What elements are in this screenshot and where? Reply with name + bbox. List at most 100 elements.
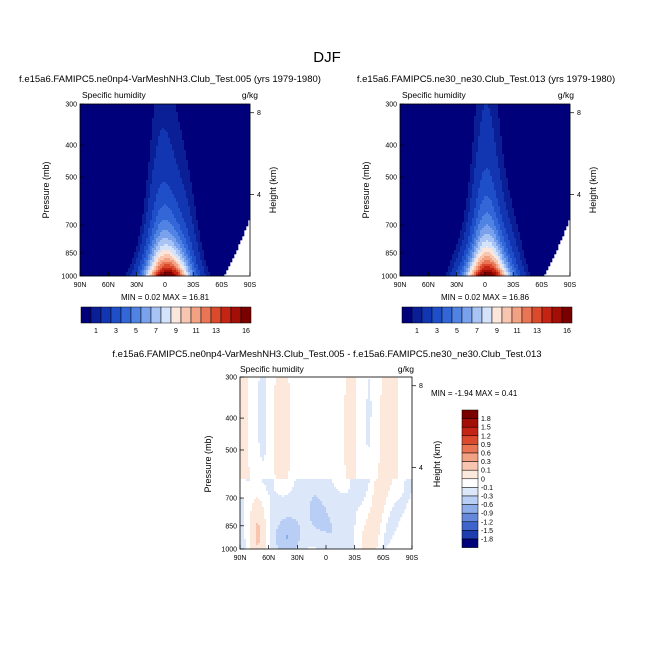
contour-cell [208,198,211,201]
contour-cell [178,148,181,151]
contour-cell [168,186,171,189]
contour-cell [86,156,89,159]
contour-cell [172,170,175,173]
contour-cell [114,196,117,199]
contour-cell [192,148,195,151]
contour-cell [170,200,173,203]
contour-cell [106,144,109,147]
contour-cell [182,132,185,135]
contour-cell [136,118,139,121]
contour-cell [150,118,153,121]
contour-cell [200,204,203,207]
contour-cell [140,182,143,185]
contour-cell [88,180,91,183]
contour-cell [172,136,175,139]
contour-cell [122,132,125,135]
contour-cell [198,188,201,191]
contour-cell [134,164,137,167]
contour-cell [196,114,199,117]
contour-cell [162,114,165,117]
contour-cell [140,204,143,207]
contour-cell [88,194,91,197]
contour-cell [100,148,103,151]
contour-cell [104,188,107,191]
contour-cell [238,200,241,203]
contour-cell [240,128,243,131]
contour-cell [150,158,153,161]
contour-cell [150,154,153,157]
contour-cell [148,130,151,133]
contour-cell [168,106,171,109]
contour-cell [202,180,205,183]
contour-cell [192,118,195,121]
contour-cell [140,108,143,111]
contour-cell [220,148,223,151]
contour-cell [202,110,205,113]
contour-cell [144,144,147,147]
contour-cell [214,106,217,109]
contour-cell [246,170,249,173]
contour-cell [144,180,147,183]
contour-cell [228,122,231,125]
contour-cell [126,112,129,115]
contour-cell [170,132,173,135]
contour-cell [168,170,171,173]
contour-cell [184,114,187,117]
contour-cell [110,134,113,137]
contour-cell [184,210,187,213]
contour-cell [230,196,233,199]
contour-cell [232,158,235,161]
contour-cell [100,104,103,107]
contour-cell [206,112,209,115]
contour-cell [206,180,209,183]
contour-cell [230,168,233,171]
contour-cell [166,174,169,177]
contour-cell [248,120,251,123]
contour-cell [184,116,187,119]
contour-cell [168,112,171,115]
contour-cell [90,170,93,173]
contour-cell [186,184,189,187]
contour-cell [178,110,181,113]
contour-cell [212,150,215,153]
contour-cell [80,204,83,207]
contour-cell [144,146,147,149]
contour-cell [214,212,217,215]
contour-cell [228,120,231,123]
contour-cell [122,130,125,133]
contour-cell [170,188,173,191]
contour-cell [190,150,193,153]
contour-cell [208,124,211,127]
contour-cell [92,166,95,169]
contour-cell [160,196,163,199]
contour-cell [242,126,245,129]
contour-cell [238,150,241,153]
contour-cell [104,210,107,213]
contour-cell [134,174,137,177]
contour-cell [130,124,133,127]
contour-cell [188,174,191,177]
contour-cell [234,186,237,189]
contour-cell [164,126,167,129]
contour-cell [196,148,199,151]
contour-cell [200,114,203,117]
contour-cell [132,132,135,135]
contour-cell [126,156,129,159]
contour-cell [242,110,245,113]
contour-cell [192,204,195,207]
contour-cell [198,190,201,193]
contour-cell [166,112,169,115]
contour-cell [224,144,227,147]
contour-cell [244,204,247,207]
contour-cell [246,132,249,135]
contour-cell [88,132,91,135]
contour-cell [232,182,235,185]
contour-cell [96,194,99,197]
contour-cell [84,190,87,193]
contour-cell [168,152,171,155]
contour-cell [222,110,225,113]
contour-cell [230,120,233,123]
contour-cell [218,104,221,107]
contour-cell [220,140,223,143]
contour-cell [88,160,91,163]
